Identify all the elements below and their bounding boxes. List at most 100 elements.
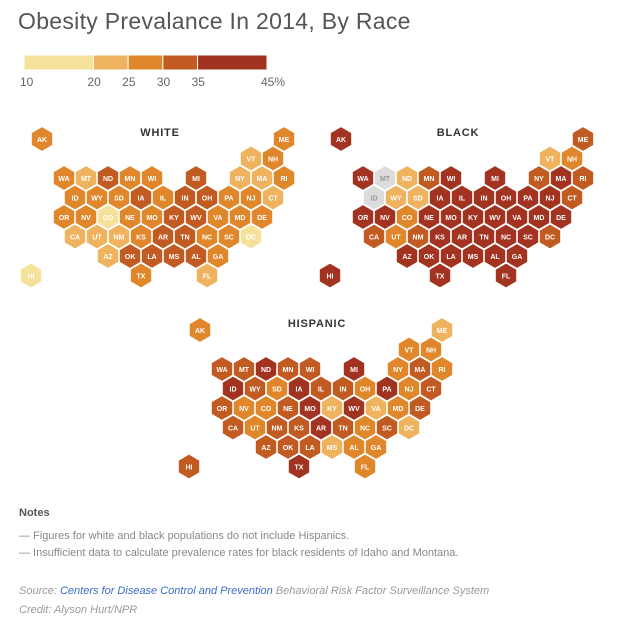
hex-label: IL	[318, 387, 325, 394]
hex-label: MO	[304, 406, 316, 413]
hex-label: KS	[435, 235, 445, 242]
hex-hispanic-dc	[397, 414, 421, 441]
hex-label: LA	[305, 445, 314, 452]
hex-black-de	[549, 204, 573, 230]
hex-label: AR	[158, 235, 168, 242]
hex-label: MA	[556, 176, 567, 183]
hex-black-sd	[406, 184, 430, 211]
hex-black-tn	[472, 223, 496, 250]
source: Source: Centers for Disease Control and …	[19, 585, 489, 597]
hex-label: WV	[190, 215, 202, 222]
hex-label: SC	[523, 235, 533, 242]
hex-black-wv	[483, 204, 507, 230]
hex-label: HI	[28, 274, 35, 281]
hex-label: OK	[125, 254, 136, 261]
hex-hispanic-mn	[276, 356, 300, 382]
hex-label: OR	[59, 215, 70, 222]
hex-black-nj	[538, 184, 562, 211]
hex-white-ut	[85, 223, 109, 250]
legend-swatch-20-25	[92, 54, 129, 71]
hex-label: SC	[382, 426, 392, 433]
hex-label: ME	[578, 137, 589, 144]
hex-label: AZ	[103, 254, 113, 261]
hex-black-pa	[516, 184, 540, 211]
source-prefix: Source:	[19, 585, 60, 597]
hex-label: NM	[272, 426, 283, 433]
hex-black-ks	[428, 223, 452, 250]
hex-black-ri	[571, 165, 595, 191]
legend-swatch-35-45	[197, 54, 268, 71]
hex-label: CO	[402, 215, 413, 222]
hex-black-me	[571, 126, 595, 152]
hex-black-ny	[527, 165, 551, 191]
hex-black-mt	[373, 165, 397, 191]
hex-hispanic-vt	[397, 336, 421, 363]
hex-black-la	[439, 243, 463, 269]
hex-hispanic-nm	[265, 414, 289, 441]
hex-label: ME	[279, 137, 290, 144]
hex-label: KS	[294, 426, 304, 433]
hex-label: AR	[457, 235, 467, 242]
hex-hispanic-sd	[265, 375, 289, 402]
hex-label: NH	[567, 157, 577, 164]
hex-white-or	[52, 204, 76, 230]
hex-white-ia	[129, 184, 153, 211]
hex-label: IN	[182, 196, 189, 203]
hex-hispanic-nh	[419, 336, 443, 363]
hex-white-dc	[239, 223, 263, 250]
hex-label: NC	[202, 235, 212, 242]
hex-black-hi	[318, 262, 342, 289]
hex-hispanic-va	[364, 395, 388, 421]
hex-label: AL	[490, 254, 500, 261]
hex-label: ND	[402, 176, 412, 183]
hex-label: FL	[203, 274, 212, 281]
legend-swatch-30-35	[162, 54, 199, 71]
hex-hispanic-ks	[287, 414, 311, 441]
note-1: — Figures for white and black population…	[19, 530, 350, 542]
hex-white-ok	[118, 243, 142, 269]
hex-label: VA	[371, 406, 380, 413]
hex-label: MN	[283, 367, 294, 374]
hex-label: OK	[283, 445, 294, 452]
hex-label: AL	[191, 254, 201, 261]
legend-tick-label: 35	[192, 75, 206, 89]
hex-label: NY	[393, 367, 403, 374]
hex-label: DC	[246, 235, 256, 242]
hex-label: MI	[192, 176, 200, 183]
hex-label: TN	[479, 235, 488, 242]
hex-label: NV	[81, 215, 91, 222]
hex-black-ms	[461, 243, 485, 269]
hex-black-mo	[439, 204, 463, 230]
hex-black-nc	[494, 223, 518, 250]
hex-black-or	[351, 204, 375, 230]
hex-hispanic-mt	[232, 356, 256, 382]
source-link[interactable]: Centers for Disease Control and Preventi…	[59, 585, 273, 597]
hex-label: ND	[261, 367, 271, 374]
hex-label: AL	[349, 445, 359, 452]
hex-black-wa	[351, 165, 375, 191]
hex-label: TX	[137, 274, 146, 281]
hex-hispanic-mo	[298, 395, 322, 421]
hex-label: NE	[125, 215, 135, 222]
hex-label: NH	[426, 348, 436, 355]
hex-label: NM	[413, 235, 424, 242]
hex-white-ky	[162, 204, 186, 230]
hex-black-nh	[560, 145, 584, 172]
hex-label: NV	[380, 215, 390, 222]
hex-label: RI	[281, 176, 288, 183]
hex-label: MA	[415, 367, 426, 374]
hex-hispanic-wi	[298, 356, 322, 382]
hex-label: VT	[405, 348, 415, 355]
map-title-black: BLACK	[437, 127, 480, 139]
legend-tick-label: 25	[122, 75, 136, 89]
hex-label: CO	[261, 406, 272, 413]
hex-label: RI	[439, 367, 446, 374]
hex-label: WI	[447, 176, 456, 183]
hex-black-sc	[516, 223, 540, 250]
hex-label: SD	[272, 387, 282, 394]
hex-label: AR	[316, 426, 326, 433]
hex-label: MO	[445, 215, 457, 222]
hex-label: SC	[224, 235, 234, 242]
chart-title: Obesity Prevalance In 2014, By Race	[18, 8, 411, 34]
